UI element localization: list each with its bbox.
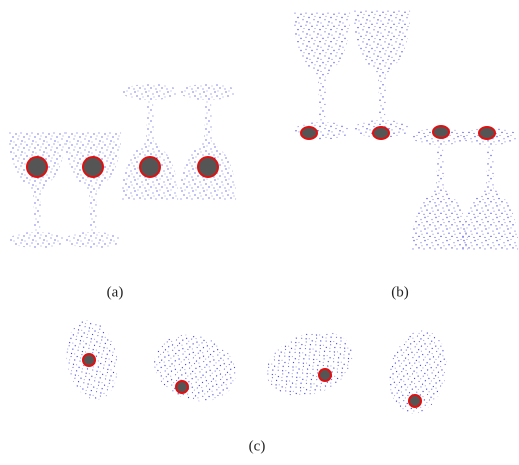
keypoint [140,157,160,177]
object-cloud [257,320,362,407]
glass-cloud [462,128,518,250]
keypoint [301,127,317,139]
caption: (c) [249,438,266,454]
keypoint [27,157,47,177]
glass-cloud [294,12,350,140]
keypoint [319,369,331,381]
caption: (a) [107,284,124,300]
glass-cloud [122,84,178,200]
glass-cloud [9,132,65,248]
keypoint [198,157,218,177]
glass-cloud [412,128,468,250]
keypoint [409,395,421,407]
object-cloud [145,324,246,413]
keypoint [83,157,103,177]
keypoint [433,126,449,138]
keypoint [479,127,495,139]
glass-cloud [180,84,236,200]
glass-cloud [65,132,121,248]
caption: (b) [391,284,409,300]
glass-cloud [354,10,410,138]
keypoint [373,127,389,139]
panel-c: (c) [60,316,454,454]
keypoint [176,381,188,393]
keypoint [83,354,95,366]
panel-a: (a) [9,84,236,300]
figure: (a) (b) (c) [0,0,519,460]
panel-b: (b) [294,10,518,300]
